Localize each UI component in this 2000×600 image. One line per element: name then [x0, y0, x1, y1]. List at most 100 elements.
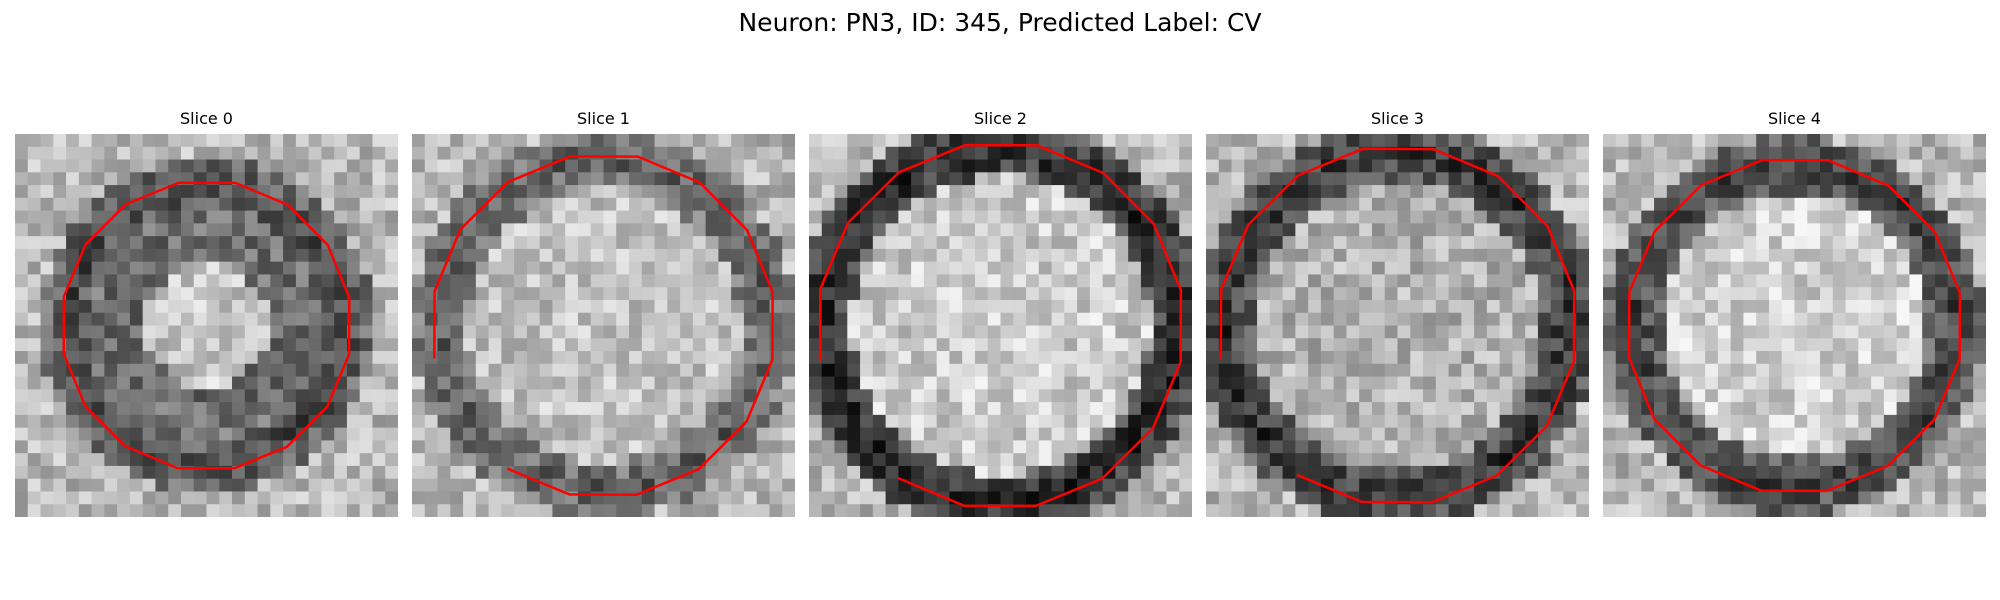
- image-pixel: [475, 248, 490, 263]
- image-pixel: [1603, 210, 1617, 224]
- image-pixel: [1397, 414, 1411, 429]
- image-pixel: [1179, 172, 1192, 186]
- image-pixel: [270, 389, 284, 403]
- image-pixel: [1960, 440, 1974, 454]
- image-pixel: [346, 159, 361, 173]
- image-pixel: [514, 376, 528, 390]
- image-pixel: [219, 363, 233, 378]
- image-pixel: [1435, 363, 1450, 378]
- image-pixel: [155, 402, 169, 416]
- image-pixel: [372, 414, 386, 429]
- image-pixel: [1858, 159, 1872, 173]
- image-pixel: [1845, 261, 1859, 276]
- image-pixel: [1705, 274, 1719, 288]
- image-pixel: [1486, 338, 1501, 352]
- image-pixel: [27, 338, 42, 352]
- image-pixel: [1474, 504, 1488, 517]
- image-pixel: [641, 504, 656, 517]
- slice-panel: Slice 3: [1206, 108, 1589, 517]
- image-pixel: [974, 325, 989, 339]
- image-pixel: [104, 376, 118, 390]
- image-pixel: [1179, 402, 1192, 416]
- image-pixel: [616, 402, 630, 416]
- image-pixel: [1679, 197, 1693, 212]
- image-pixel: [962, 210, 976, 224]
- image-pixel: [526, 146, 541, 161]
- image-pixel: [743, 491, 758, 505]
- image-pixel: [641, 261, 656, 276]
- image-pixel: [809, 159, 823, 173]
- image-pixel: [526, 363, 541, 378]
- image-pixel: [1102, 453, 1116, 467]
- image-pixel: [1896, 478, 1910, 493]
- image-pixel: [219, 325, 233, 339]
- image-pixel: [412, 363, 426, 378]
- image-pixel: [911, 325, 925, 339]
- image-pixel: [463, 389, 477, 403]
- image-pixel: [974, 338, 989, 352]
- image-pixel: [1000, 236, 1014, 250]
- image-pixel: [782, 248, 795, 263]
- image-pixel: [1089, 248, 1104, 263]
- image-pixel: [1115, 351, 1129, 365]
- image-pixel: [1563, 197, 1577, 212]
- image-pixel: [1756, 172, 1770, 186]
- image-pixel: [1153, 351, 1168, 365]
- image-pixel: [1934, 172, 1949, 186]
- image-pixel: [743, 287, 758, 301]
- image-pixel: [603, 146, 617, 161]
- image-pixel: [1269, 414, 1284, 429]
- image-pixel: [1257, 134, 1271, 148]
- image-pixel: [91, 414, 105, 429]
- image-pixel: [514, 491, 528, 505]
- image-pixel: [1883, 453, 1898, 467]
- image-pixel: [372, 185, 386, 199]
- image-pixel: [1807, 223, 1821, 237]
- image-pixel: [1486, 389, 1501, 403]
- image-pixel: [1896, 440, 1910, 454]
- image-pixel: [1730, 465, 1745, 480]
- image-pixel: [552, 363, 566, 378]
- image-pixel: [1909, 478, 1923, 493]
- image-pixel: [1641, 465, 1655, 480]
- image-pixel: [1115, 440, 1129, 454]
- image-pixel: [1128, 465, 1142, 480]
- image-pixel: [450, 363, 464, 378]
- image-pixel: [1922, 146, 1936, 161]
- image-pixel: [1038, 172, 1053, 186]
- image-pixel: [1832, 465, 1847, 480]
- image-pixel: [1231, 223, 1245, 237]
- image-pixel: [1781, 236, 1796, 250]
- image-pixel: [1346, 376, 1360, 390]
- image-pixel: [1717, 351, 1732, 365]
- image-pixel: [1474, 491, 1488, 505]
- image-pixel: [117, 363, 131, 378]
- image-pixel: [923, 465, 938, 480]
- image-pixel: [232, 402, 246, 416]
- image-pixel: [641, 402, 656, 416]
- image-pixel: [923, 312, 938, 327]
- image-pixel: [1448, 287, 1462, 301]
- image-pixel: [756, 402, 771, 416]
- image-pixel: [718, 351, 732, 365]
- image-pixel: [117, 491, 131, 505]
- image-pixel: [1371, 197, 1386, 212]
- image-pixel: [1282, 491, 1296, 505]
- image-pixel: [680, 325, 694, 339]
- image-pixel: [1410, 236, 1424, 250]
- image-pixel: [1537, 248, 1552, 263]
- image-pixel: [1346, 414, 1360, 429]
- image-pixel: [616, 287, 630, 301]
- image-pixel: [1308, 236, 1322, 250]
- image-pixel: [911, 465, 925, 480]
- image-pixel: [1781, 312, 1796, 327]
- image-pixel: [1692, 248, 1706, 263]
- image-pixel: [936, 389, 951, 403]
- image-pixel: [1550, 325, 1565, 339]
- image-pixel: [821, 197, 836, 212]
- image-pixel: [1257, 159, 1271, 173]
- image-pixel: [1013, 274, 1027, 288]
- image-pixel: [1730, 427, 1745, 441]
- image-pixel: [1257, 172, 1271, 186]
- image-pixel: [1705, 236, 1719, 250]
